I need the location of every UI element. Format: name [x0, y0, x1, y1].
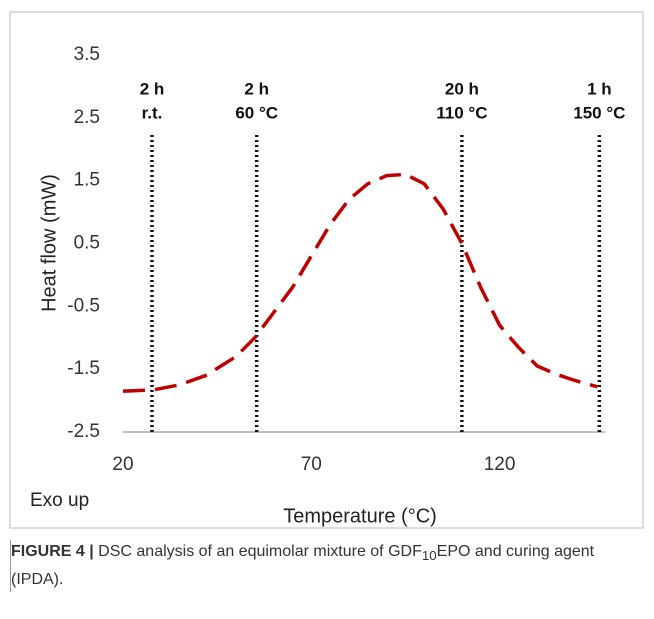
- annotation: 2 h: [140, 79, 165, 98]
- y-tick-label: -0.5: [67, 295, 100, 316]
- y-tick-label: -2.5: [67, 421, 100, 442]
- y-tick-label: -1.5: [67, 358, 100, 379]
- annotation: 60 °C: [235, 103, 278, 122]
- y-axis-label: Heat flow (mW): [38, 174, 60, 312]
- chart: Heat flow (mW) Temperature (°C) Exo up 3…: [9, 11, 644, 529]
- caption-sub: 10: [421, 548, 437, 564]
- y-tick-label: 0.5: [74, 233, 100, 254]
- x-tick-label: 70: [301, 454, 322, 475]
- annotation: 20 h: [445, 79, 479, 98]
- x-tick-label: 120: [484, 454, 516, 475]
- y-tick-label: 2.5: [74, 107, 100, 128]
- caption-label: FIGURE 4 |: [11, 543, 94, 560]
- annotation: r.t.: [142, 103, 163, 122]
- x-tick-label: 20: [112, 454, 133, 475]
- annotation: 150 °C: [573, 103, 625, 122]
- annotation: 2 h: [244, 79, 269, 98]
- annotation: 1 h: [587, 79, 612, 98]
- caption-text: DSC analysis of an equimolar mixture of …: [98, 543, 422, 560]
- y-tick-label: 3.5: [74, 44, 100, 65]
- caption-text: EPO and curing agent (IPDA).: [11, 543, 595, 589]
- frame: [9, 11, 644, 529]
- y-tick-label: 1.5: [74, 170, 100, 191]
- annotation: 110 °C: [436, 103, 487, 122]
- caption: FIGURE 4 | DSC analysis of an equimolar …: [10, 540, 631, 593]
- data-line: [122, 172, 598, 393]
- x-axis-label: Temperature (°C): [283, 505, 437, 527]
- note: Exo up: [30, 490, 89, 511]
